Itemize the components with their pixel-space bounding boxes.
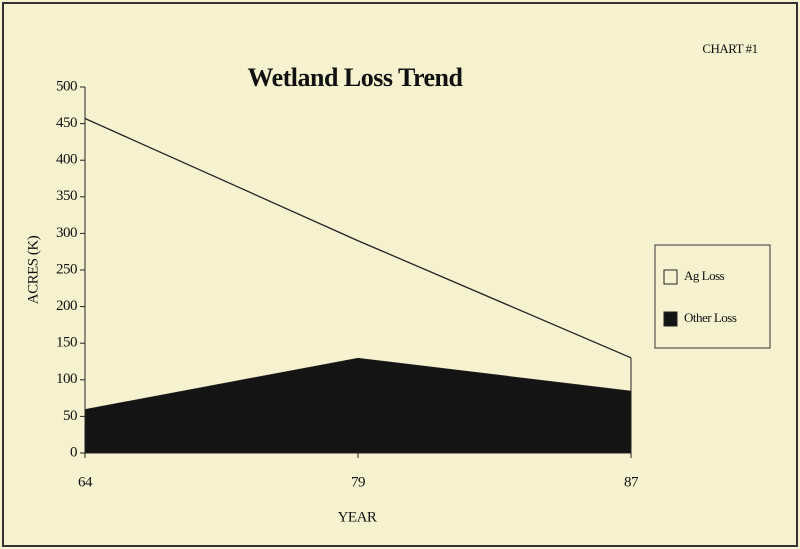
- y-tick-label: 400: [56, 152, 77, 168]
- chart-title: Wetland Loss Trend: [248, 63, 464, 92]
- area-edge: [84, 117, 632, 359]
- y-tick-label: 350: [56, 188, 77, 204]
- y-tick-label: 150: [56, 335, 77, 351]
- y-tick-label: 300: [56, 225, 77, 241]
- y-tick-label: 450: [56, 115, 77, 131]
- y-tick-label: 50: [63, 408, 77, 424]
- area: [85, 118, 631, 410]
- y-tick-label: 0: [70, 444, 77, 460]
- annotation: CHART #1: [702, 41, 757, 56]
- y-tick-label: 100: [56, 371, 77, 387]
- y-axis-label: ACRES (K): [25, 235, 41, 304]
- legend-box: [654, 244, 771, 349]
- x-tick-label: 79: [351, 474, 365, 490]
- legend-swatch: [663, 269, 678, 285]
- legend-label: Ag Loss: [684, 268, 725, 283]
- legend-label: Other Loss: [684, 310, 737, 325]
- x-tick-label: 64: [78, 474, 93, 490]
- legend-swatch: [663, 311, 678, 327]
- area: [85, 357, 631, 453]
- y-tick-label: 500: [56, 78, 77, 94]
- y-tick-label: 250: [56, 261, 77, 277]
- x-tick-label: 87: [624, 474, 639, 490]
- y-tick-label: 200: [56, 298, 77, 314]
- x-axis-label: YEAR: [338, 509, 377, 525]
